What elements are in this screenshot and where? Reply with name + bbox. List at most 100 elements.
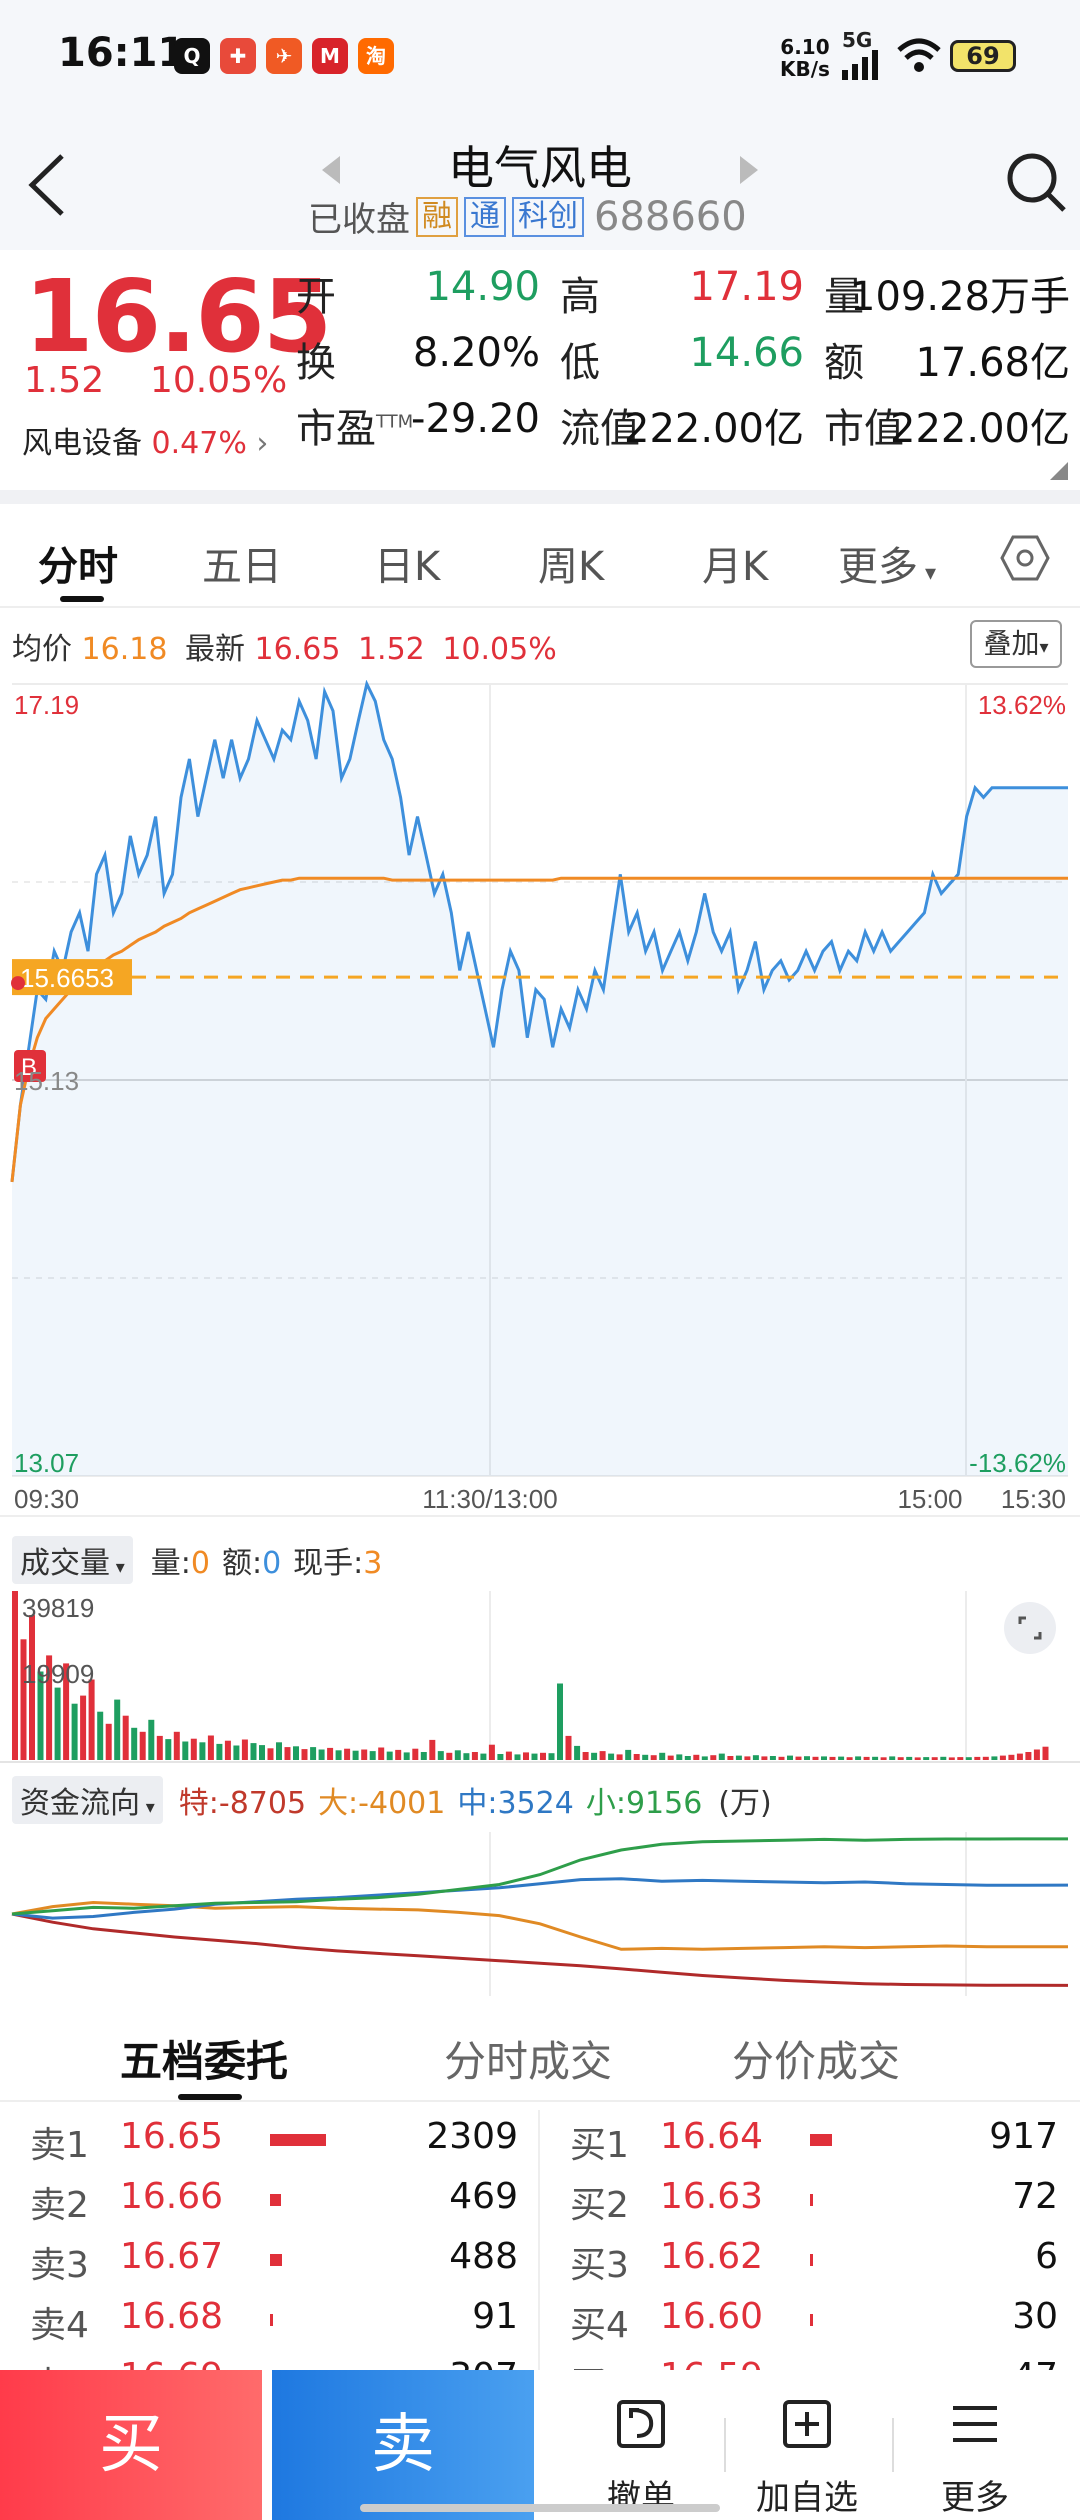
- separator: [724, 2418, 726, 2472]
- intraday-price-chart[interactable]: 15.6653 B 17.19 15.13 13.07 13.62% -13.62% 09:3…: [0, 680, 1080, 1530]
- volume-bar: [105, 1723, 112, 1760]
- stock-code: 688660: [594, 193, 747, 240]
- overlay-button[interactable]: 叠加▾: [970, 620, 1062, 668]
- fund-flow-selector[interactable]: 资金流向 ▾: [12, 1776, 163, 1824]
- volume-bar: [71, 1703, 78, 1760]
- volume-bar: [20, 1639, 27, 1760]
- volume-bar: [327, 1747, 334, 1760]
- volume-bar: [531, 1753, 538, 1760]
- price-line: [10, 680, 1068, 1183]
- sell-level-row[interactable]: 卖1 16.65 2309: [0, 2110, 540, 2170]
- volume-chart[interactable]: 39819 19909: [0, 1585, 1080, 1770]
- volume-bar: [165, 1739, 172, 1760]
- level-quantity: 91: [472, 2296, 518, 2337]
- battery-indicator: 69: [950, 40, 1016, 72]
- quote-stat-value: 8.20%: [412, 330, 540, 376]
- volume-bar: [965, 1757, 972, 1760]
- stock-subline: 已收盘 融 通 科创 688660: [308, 192, 747, 241]
- volume-bar: [616, 1754, 623, 1760]
- last-price: 16.65: [24, 258, 332, 375]
- y-tick-label: 13.07: [14, 1448, 79, 1478]
- volume-header: 成交量 ▾ 量:0 额:0 现手:3: [12, 1536, 382, 1584]
- buy-level-row[interactable]: 买2 16.63 72: [540, 2170, 1080, 2230]
- sector-link[interactable]: 风电设备 0.47% ›: [22, 418, 268, 462]
- network-speed: 6.10 KB/s: [780, 35, 830, 81]
- tab-more[interactable]: 更多 ▾: [838, 544, 937, 590]
- volume-bar: [778, 1756, 785, 1760]
- price-area: [12, 684, 1068, 1476]
- volume-bar: [608, 1753, 615, 1760]
- quote-stat-value: 14.66: [689, 330, 804, 376]
- volume-bar: [480, 1753, 487, 1760]
- volume-bar: [37, 1671, 44, 1760]
- volume-bar: [982, 1756, 989, 1760]
- more-menu-button[interactable]: 更多: [890, 2370, 1060, 2520]
- volume-bar: [437, 1751, 444, 1760]
- buy-level-row[interactable]: 买4 16.60 30: [540, 2290, 1080, 2350]
- quote-stat-value: -29.20: [411, 396, 540, 442]
- volume-bar: [761, 1756, 768, 1760]
- fund-flow-chart[interactable]: [0, 1826, 1080, 2001]
- tab-monthly-k[interactable]: 月K: [702, 544, 769, 590]
- tab-weekly-k[interactable]: 周K: [538, 544, 605, 590]
- menu-icon: [953, 2406, 997, 2442]
- volume-bar: [812, 1756, 819, 1760]
- tag-star-market[interactable]: 科创: [512, 196, 584, 237]
- level-quantity: 2309: [426, 2116, 518, 2157]
- undo-icon: [617, 2400, 665, 2448]
- tab-tick-trades[interactable]: 分时成交: [444, 2037, 613, 2086]
- volume-bar: [1033, 1749, 1040, 1760]
- volume-tick-label: 19909: [22, 1659, 94, 1689]
- tab-daily-k[interactable]: 日K: [374, 544, 441, 590]
- buy-level-row[interactable]: 买1 16.64 917: [540, 2110, 1080, 2170]
- average-price-line: [10, 876, 1068, 1183]
- volume-bar: [855, 1756, 862, 1760]
- sell-level-row[interactable]: 卖2 16.66 469: [0, 2170, 540, 2230]
- volume-bar: [667, 1755, 674, 1760]
- sector-name: 风电设备: [22, 426, 142, 461]
- level-quantity: 488: [449, 2236, 518, 2277]
- cost-label: 15.6653: [20, 963, 114, 993]
- volume-stats: 量:0 额:0 现手:3: [150, 1546, 383, 1581]
- prev-stock-icon[interactable]: [320, 156, 342, 184]
- tab-intraday[interactable]: 分时: [38, 544, 118, 590]
- fund-flow-line: [11, 1912, 1069, 1987]
- tab-five-level[interactable]: 五档委托: [120, 2037, 289, 2086]
- tab-price-trades[interactable]: 分价成交: [732, 2037, 901, 2086]
- sell-level-row[interactable]: 卖4 16.68 91: [0, 2290, 540, 2350]
- tag-connect[interactable]: 通: [464, 196, 506, 237]
- buy-level-row[interactable]: 买3 16.62 6: [540, 2230, 1080, 2290]
- settings-hex-icon[interactable]: [1000, 534, 1050, 582]
- sell-level-row[interactable]: 卖3 16.67 488: [0, 2230, 540, 2290]
- level-volume-bar: [270, 2194, 281, 2206]
- buy-marker: [14, 1050, 46, 1082]
- cellular-signal: 5G: [842, 30, 886, 84]
- add-watchlist-button[interactable]: 加自选: [722, 2370, 892, 2520]
- volume-bar: [190, 1738, 197, 1760]
- volume-bar: [821, 1756, 827, 1760]
- level-label: 买4: [570, 2305, 629, 2346]
- volume-bar: [378, 1747, 385, 1760]
- cancel-order-button[interactable]: 撤单: [556, 2370, 726, 2520]
- tab-five-day[interactable]: 五日: [202, 544, 282, 590]
- volume-bar: [446, 1752, 453, 1760]
- volume-bar: [267, 1748, 274, 1760]
- search-icon[interactable]: [1004, 150, 1068, 214]
- volume-bar: [429, 1739, 436, 1760]
- quote-stat-value: 17.68亿: [915, 340, 1070, 386]
- volume-bar: [488, 1744, 495, 1760]
- quote-stat-value: 222.00亿: [890, 406, 1070, 452]
- volume-bar: [957, 1757, 964, 1760]
- buy-button[interactable]: 买: [0, 2370, 262, 2520]
- next-stock-icon[interactable]: [738, 156, 760, 184]
- expand-corner-icon[interactable]: [1050, 462, 1068, 480]
- volume-bar: [684, 1756, 691, 1760]
- back-arrow-icon[interactable]: [20, 150, 80, 220]
- tag-margin[interactable]: 融: [416, 196, 458, 237]
- fullscreen-icon[interactable]: [1000, 1600, 1060, 1656]
- volume-selector[interactable]: 成交量 ▾: [12, 1536, 133, 1584]
- sell-button[interactable]: 卖: [272, 2370, 534, 2520]
- volume-bar: [948, 1757, 955, 1760]
- buy-marker-label: B: [21, 1054, 37, 1081]
- status-time: 16:11: [58, 30, 186, 76]
